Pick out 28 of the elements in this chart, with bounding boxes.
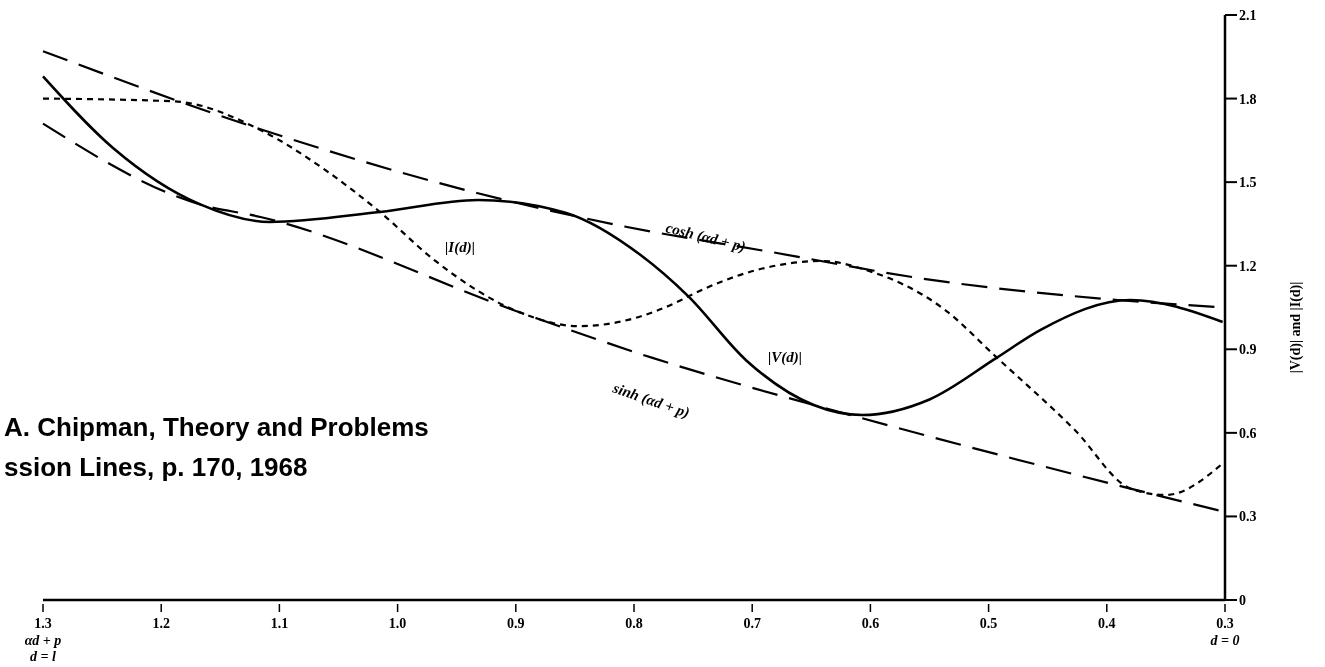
y-tick-label: 0.9	[1239, 342, 1257, 358]
series-label: |I(d)|	[445, 239, 475, 256]
x-tick-label: 1.0	[388, 616, 407, 631]
series-label: |V(d)|	[768, 349, 803, 366]
x-tick-label: 1.1	[270, 616, 289, 631]
x-tick-label: 0.6	[861, 616, 880, 631]
y-tick-label: 1.8	[1239, 91, 1257, 107]
x-tick-label: 0.8	[625, 616, 643, 631]
x-tick-label: 0.7	[743, 616, 761, 631]
y-tick-label: 0.3	[1239, 509, 1257, 525]
y-tick-label: 1.5	[1239, 175, 1257, 191]
annotation: A. Chipman, Theory and Problems	[4, 412, 429, 442]
x-tick-label: 0.4	[1098, 616, 1116, 631]
annotation: ssion Lines, p. 170, 1968	[4, 452, 308, 482]
x-tick-label: 0.3	[1216, 616, 1234, 631]
x-axis-title: αd + p	[24, 633, 62, 648]
text: sinh (αd + p)	[609, 379, 692, 422]
y-tick-label: 1.2	[1239, 258, 1257, 274]
y-tick-label: 0.6	[1239, 425, 1257, 441]
x-tick-label: 0.9	[507, 616, 525, 631]
y-tick-label: 0	[1239, 593, 1246, 608]
text: d = l	[30, 649, 57, 664]
x-tick-label: 1.3	[34, 616, 52, 631]
y-tick-label: 2.1	[1239, 8, 1257, 23]
text: d = 0	[1210, 633, 1240, 648]
x-tick-label: 1.2	[152, 616, 170, 631]
x-tick-label: 0.5	[979, 616, 998, 631]
y-axis-title: |V(d)| and |I(d)|	[1288, 281, 1304, 374]
